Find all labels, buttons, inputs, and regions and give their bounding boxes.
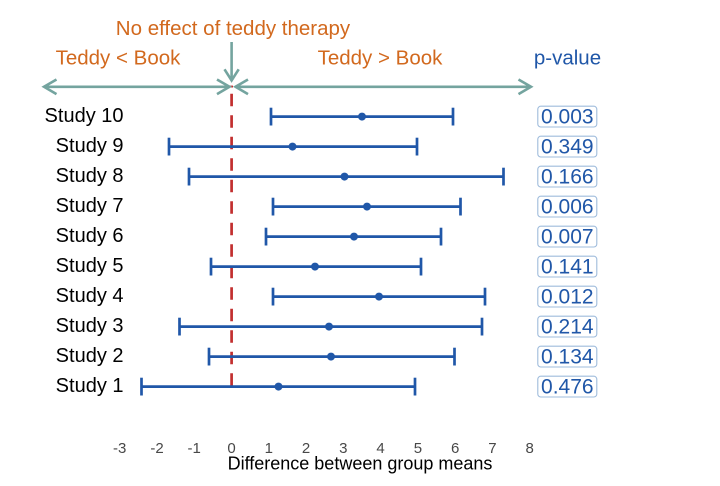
svg-text:Study 8: Study 8: [56, 165, 124, 187]
svg-text:6: 6: [451, 440, 459, 457]
svg-text:0.006: 0.006: [541, 196, 594, 219]
svg-text:0.166: 0.166: [541, 166, 594, 189]
svg-text:0.349: 0.349: [541, 136, 594, 159]
svg-text:Study 2: Study 2: [56, 345, 124, 367]
svg-text:0.214: 0.214: [541, 316, 594, 339]
svg-text:-1: -1: [188, 440, 201, 457]
svg-text:0.141: 0.141: [541, 256, 594, 279]
svg-text:Study 4: Study 4: [56, 285, 124, 307]
svg-text:5: 5: [414, 440, 422, 457]
svg-text:0.476: 0.476: [541, 376, 594, 399]
svg-text:p-value: p-value: [534, 47, 601, 70]
svg-text:8: 8: [526, 440, 534, 457]
svg-text:0.007: 0.007: [541, 226, 594, 249]
svg-text:-2: -2: [150, 440, 163, 457]
svg-text:Study 9: Study 9: [56, 135, 124, 157]
svg-text:1: 1: [265, 440, 273, 457]
svg-text:7: 7: [488, 440, 496, 457]
svg-text:0.134: 0.134: [541, 346, 594, 369]
svg-text:0.003: 0.003: [541, 106, 594, 129]
svg-text:Study 1: Study 1: [56, 375, 124, 397]
svg-text:Teddy < Book: Teddy < Book: [56, 47, 182, 70]
svg-text:0.012: 0.012: [541, 286, 594, 309]
svg-text:-3: -3: [113, 440, 126, 457]
svg-text:2: 2: [302, 440, 310, 457]
svg-text:Teddy > Book: Teddy > Book: [318, 47, 444, 70]
svg-text:0: 0: [227, 440, 235, 457]
svg-text:Study 10: Study 10: [45, 105, 124, 127]
svg-text:Study 5: Study 5: [56, 255, 124, 277]
svg-text:Study 7: Study 7: [56, 195, 124, 217]
svg-text:No effect of teddy therapy: No effect of teddy therapy: [116, 17, 351, 40]
svg-text:3: 3: [339, 440, 347, 457]
svg-text:Difference between group means: Difference between group means: [228, 454, 493, 474]
svg-text:Study 3: Study 3: [56, 315, 124, 337]
svg-text:Study 6: Study 6: [56, 225, 124, 247]
svg-text:4: 4: [376, 440, 384, 457]
